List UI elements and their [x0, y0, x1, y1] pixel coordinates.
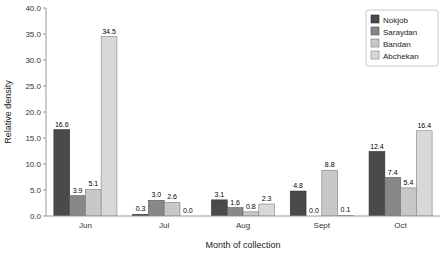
x-tick-label: Sept	[314, 221, 331, 230]
bar	[148, 200, 164, 216]
bar	[243, 212, 259, 216]
legend-label: Nokjob	[383, 16, 408, 25]
y-axis	[46, 8, 47, 216]
legend-label: Bandan	[383, 40, 411, 49]
bar	[164, 202, 180, 216]
x-axis-label: Month of collection	[205, 240, 280, 250]
bar	[416, 131, 432, 216]
data-label: 4.8	[293, 182, 303, 189]
data-label: 0.8	[246, 203, 256, 210]
data-label: 8.8	[325, 161, 335, 168]
chart: 0.0 5.0 10.0 15.0 20.0 25.0 30.0 35.0 40.0 16.6 0.…	[0, 0, 448, 254]
y-tick-label: 10.0	[25, 160, 41, 169]
data-label: 3.1	[214, 191, 224, 198]
bar	[85, 189, 101, 216]
legend-swatch	[371, 39, 379, 47]
legend-swatch	[371, 15, 379, 23]
y-tick-label: 40.0	[25, 4, 41, 13]
bar	[322, 170, 338, 216]
x-tick-label: Oct	[394, 221, 407, 230]
y-tick-label: 20.0	[25, 108, 41, 117]
legend-box	[366, 10, 438, 66]
legend-label: Abchekan	[383, 52, 419, 61]
bar	[227, 208, 243, 216]
data-label: 1.6	[230, 199, 240, 206]
data-label: 0.3	[136, 205, 146, 212]
bar	[101, 37, 117, 216]
y-tick-label: 25.0	[25, 82, 41, 91]
legend-swatch	[371, 27, 379, 35]
legend-swatch	[371, 51, 379, 59]
bar	[70, 196, 86, 216]
data-label: 2.6	[167, 193, 177, 200]
data-label: 16.6	[55, 121, 69, 128]
x-tick-label: Jun	[79, 221, 92, 230]
y-tick-label: 5.0	[30, 186, 42, 195]
data-label: 3.0	[151, 191, 161, 198]
bar	[211, 200, 227, 216]
data-label: 3.9	[73, 187, 83, 194]
data-label: 34.5	[102, 28, 116, 35]
bar	[290, 191, 306, 216]
x-axis	[46, 216, 440, 217]
legend: Nokjob Saraydan Bandan Abchekan	[366, 10, 438, 66]
data-label: 7.4	[388, 169, 398, 176]
y-tick-label: 15.0	[25, 134, 41, 143]
data-label: 16.4	[417, 122, 431, 129]
bar	[385, 178, 401, 216]
bar	[401, 188, 417, 216]
x-tick-label: Jul	[159, 221, 169, 230]
y-tick-label: 30.0	[25, 56, 41, 65]
data-label: 5.1	[88, 180, 98, 187]
y-tick-label: 0.0	[30, 212, 42, 221]
bar	[369, 152, 385, 216]
bar	[259, 204, 275, 216]
x-tick-label: Aug	[236, 221, 250, 230]
data-label: 12.4	[370, 143, 384, 150]
data-label: 2.3	[262, 195, 272, 202]
bar	[54, 130, 70, 216]
y-tick-label: 35.0	[25, 30, 41, 39]
data-label: 0.0	[183, 207, 193, 214]
data-label: 0.1	[341, 206, 351, 213]
data-label: 0.0	[309, 207, 319, 214]
y-axis-label: Relative density	[3, 80, 13, 144]
legend-label: Saraydan	[383, 28, 417, 37]
data-label: 5.4	[404, 179, 414, 186]
